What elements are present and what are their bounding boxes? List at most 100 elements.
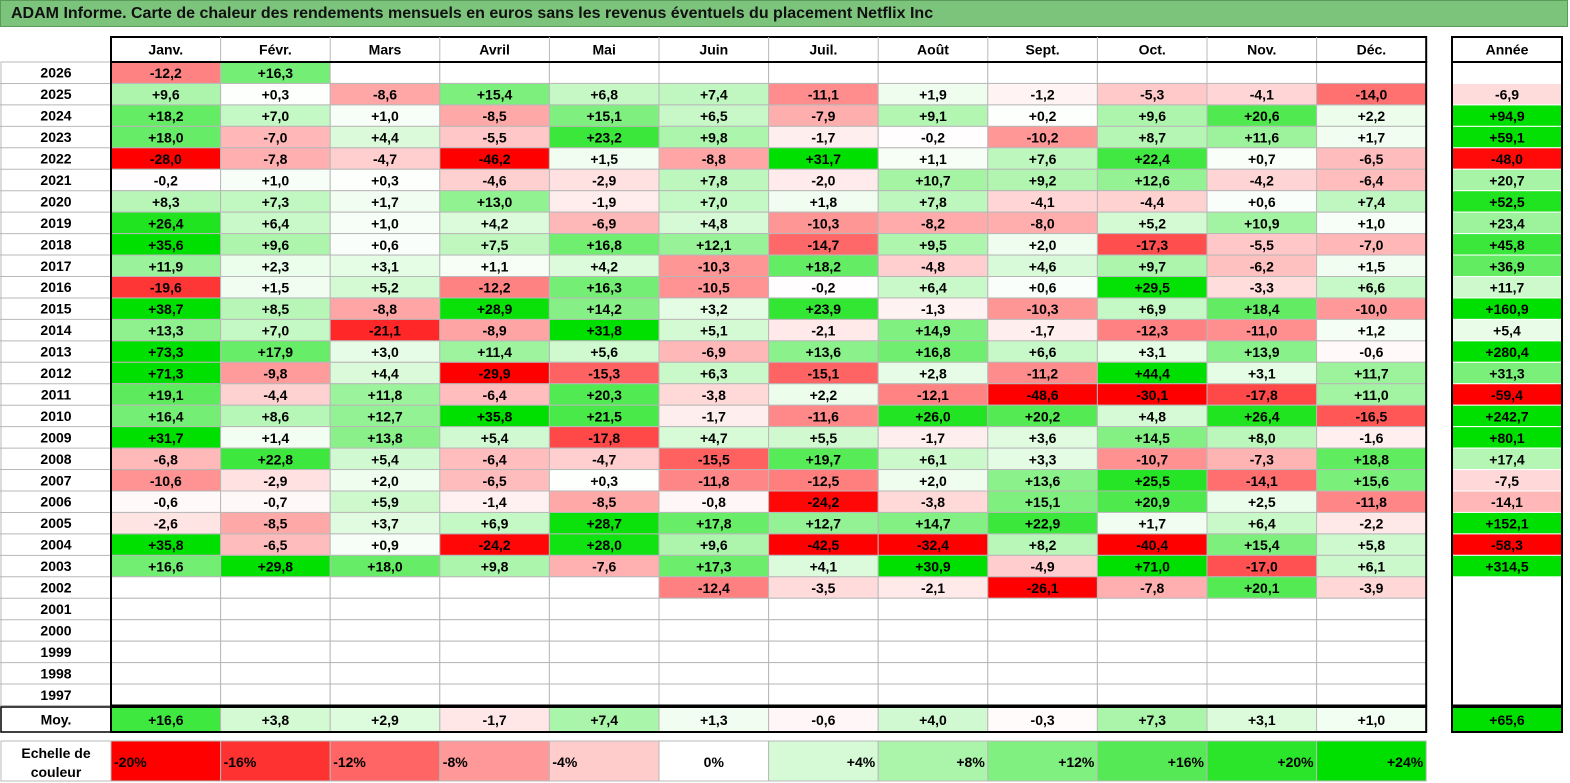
cell-value: -24,2: [807, 494, 839, 510]
scale-swatch: [439, 740, 550, 782]
heat-cell: [110, 662, 222, 685]
cell-value: -8,8: [702, 151, 726, 167]
cell-value: +6,3: [700, 366, 728, 382]
table-row: 2002 -12,4 -3,5 -2,1 -26,1 -7,8 +20,1 -3,9: [0, 576, 1562, 599]
annual-value: +280,4: [1485, 344, 1528, 360]
cell-value: +1,9: [919, 87, 947, 103]
cell-value: +1,4: [262, 430, 290, 446]
cell-value: -12,2: [150, 65, 182, 81]
cell-value: +9,6: [152, 87, 180, 103]
year-label: 2009: [40, 429, 71, 445]
avg-cell: [768, 706, 879, 733]
table-row: 2009 +31,7 +1,4 +13,8 +5,4 -17,8 +4,7 +5,5 -1,7 +…: [0, 426, 1563, 449]
cell-value: +26,0: [915, 408, 951, 424]
heat-cell: [987, 640, 1098, 664]
cell-value: -5,5: [1250, 237, 1274, 253]
avg-cell: [877, 706, 989, 733]
heat-cell: [1206, 683, 1318, 706]
heat-cell: [1206, 640, 1318, 664]
cell-value: +7,3: [262, 194, 290, 210]
scale-value: +12%: [1058, 754, 1095, 770]
cell-value: +16,4: [148, 408, 184, 424]
heat-cell: [1316, 597, 1427, 621]
cell-value: -14,7: [807, 237, 839, 253]
heat-cell: [987, 61, 1098, 84]
heat-cell: [1096, 61, 1208, 84]
cell-value: -12,2: [479, 280, 511, 296]
cell-value: -10,3: [698, 258, 730, 274]
scale-swatch: [1316, 740, 1427, 782]
year-label: 2007: [40, 472, 71, 488]
cell-value: +2,0: [919, 473, 947, 489]
cell-value: +28,0: [586, 537, 622, 553]
cell-value: +11,4: [477, 344, 512, 360]
heat-cell: [1096, 640, 1208, 664]
cell-value: +1,1: [481, 258, 509, 274]
year-label: 2025: [40, 86, 71, 102]
cell-value: +16,8: [586, 237, 622, 253]
cell-value: +7,8: [700, 172, 728, 188]
annual-value: +23,4: [1489, 215, 1525, 231]
cell-value: +0,6: [371, 237, 399, 253]
cell-value: +18,2: [806, 258, 842, 274]
cell-value: +7,0: [262, 323, 290, 339]
cell-value: +3,1: [1138, 344, 1166, 360]
cell-value: +73,3: [148, 344, 184, 360]
avg-value: +3,8: [262, 712, 290, 728]
avg-value: +2,9: [371, 712, 399, 728]
cell-value: +26,4: [148, 215, 184, 231]
table-row: 1999: [0, 640, 1562, 664]
cell-value: +35,6: [148, 237, 184, 253]
cell-value: +1,1: [919, 151, 947, 167]
cell-value: -4,9: [1031, 559, 1055, 575]
scale-value: -12%: [333, 754, 366, 770]
year-label: 2022: [40, 151, 71, 167]
cell-value: +13,3: [148, 323, 184, 339]
table-row: 2005 -2,6 -8,5 +3,7 +6,9 +28,7 +17,8 +12,7 +14,7…: [0, 511, 1563, 535]
cell-value: -4,1: [1250, 87, 1274, 103]
cell-value: +31,7: [806, 151, 842, 167]
annual-value: +17,4: [1489, 451, 1525, 467]
cell-value: +8,7: [1138, 130, 1166, 146]
cell-value: +4,8: [700, 215, 728, 231]
heat-cell: [658, 619, 770, 642]
cell-value: +15,1: [1025, 494, 1061, 510]
cell-value: -6,4: [483, 387, 507, 403]
cell-value: +35,8: [477, 408, 513, 424]
heat-cell: [1096, 619, 1208, 642]
annual-value: +31,3: [1489, 366, 1525, 382]
heat-cell: [658, 597, 770, 621]
cell-value: +18,2: [148, 108, 184, 124]
cell-value: +7,4: [1358, 194, 1386, 210]
table-row: 2001: [0, 597, 1562, 621]
year-label: 2019: [40, 215, 71, 231]
heat-cell: [220, 640, 331, 664]
cell-value: +6,1: [919, 451, 947, 467]
year-label: 2001: [40, 601, 71, 617]
cell-value: +28,7: [586, 516, 622, 532]
heat-cell: [548, 619, 660, 642]
heat-cell: [329, 683, 441, 706]
annual-value: +52,5: [1489, 194, 1525, 210]
annual-cell: [1452, 641, 1562, 663]
avg-annual-value: +65,6: [1489, 712, 1525, 728]
cell-value: +0,3: [590, 473, 618, 489]
annual-value: +152,1: [1485, 516, 1528, 532]
heat-cell: [877, 640, 989, 664]
cell-value: -1,7: [1031, 323, 1055, 339]
table-row: 2024 +18,2 +7,0 +1,0 -8,5 +15,1 +6,5 -7,9 +9,1 +0…: [0, 104, 1563, 127]
table-row: 2011 +19,1 -4,4 +11,8 -6,4 +20,3 -3,8 +2,2 -12,1…: [0, 383, 1563, 406]
avg-value: +16,6: [148, 712, 184, 728]
heat-cell: [1206, 61, 1318, 84]
cell-value: +20,3: [586, 387, 622, 403]
cell-value: -26,1: [1027, 580, 1059, 596]
heat-cell: [1316, 61, 1427, 84]
cell-value: -2,2: [1359, 516, 1383, 532]
cell-value: -24,2: [479, 537, 511, 553]
cell-value: +2,8: [919, 366, 947, 382]
year-label: 2015: [40, 301, 71, 317]
cell-value: +29,8: [258, 559, 294, 575]
cell-value: -12,1: [917, 387, 949, 403]
cell-value: -7,6: [592, 559, 616, 575]
cell-value: +31,8: [586, 323, 622, 339]
